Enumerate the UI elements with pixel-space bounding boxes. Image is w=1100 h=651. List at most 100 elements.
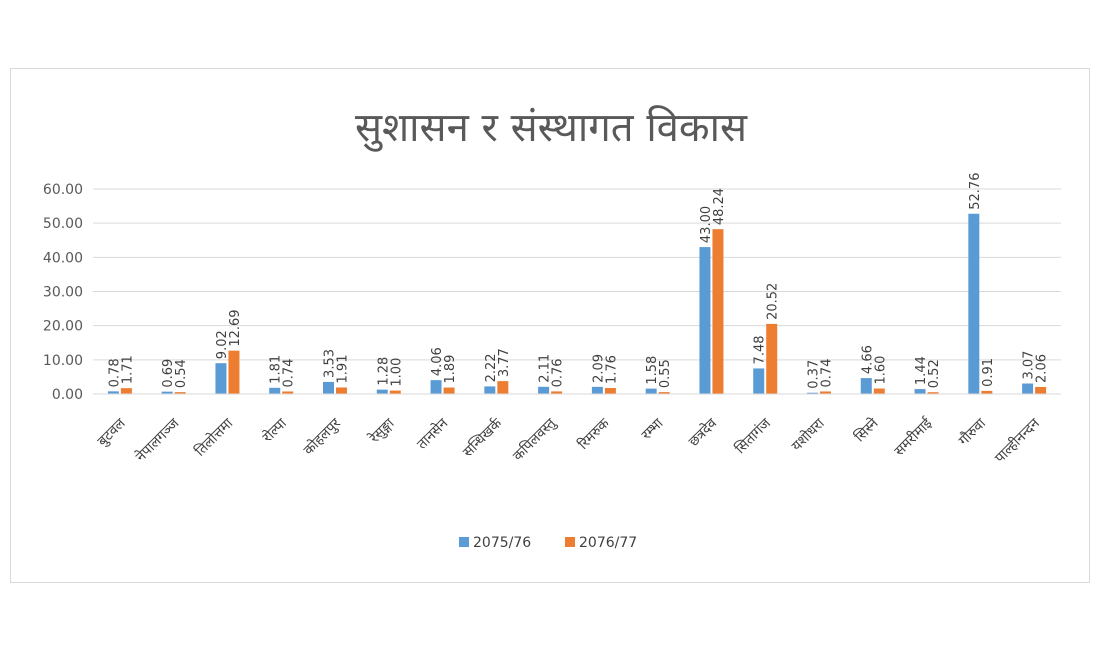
category-label: रिमरुक [575, 415, 613, 453]
data-label: 3.77 [497, 348, 512, 377]
bar-2076-77 [766, 323, 778, 394]
y-tick-label: 60.00 [43, 182, 83, 198]
data-label: 0.69 [161, 359, 176, 388]
data-label: 0.91 [981, 358, 996, 387]
bar-2075-76 [860, 378, 872, 394]
category-label: यशोधरा [788, 415, 828, 455]
bar-2075-76 [323, 381, 334, 394]
legend-swatch [565, 537, 575, 547]
category-label: सितागंज [732, 414, 775, 457]
bar-2075-76 [1022, 383, 1034, 394]
data-label: 1.28 [376, 357, 391, 386]
data-label: 12.69 [228, 309, 243, 346]
data-label: 0.37 [807, 360, 822, 389]
bar-2075-76 [591, 386, 603, 394]
bar-2075-76 [161, 391, 173, 394]
legend-swatch [459, 537, 469, 547]
data-label: 1.00 [389, 358, 404, 387]
data-label: 0.78 [107, 358, 122, 387]
y-tick-label: 20.00 [43, 319, 83, 335]
data-label: 4.06 [430, 347, 445, 376]
data-label: 1.91 [336, 355, 351, 384]
bar-2076-77 [336, 387, 347, 394]
data-label: 1.81 [269, 355, 284, 384]
bar-2076-77 [120, 388, 132, 394]
bar-2076-77 [981, 390, 993, 394]
bar-2075-76 [538, 386, 550, 394]
data-label: 1.44 [914, 356, 929, 385]
category-label: कोहलपुर [300, 415, 344, 459]
data-label: 0.54 [174, 359, 189, 388]
data-label: 7.48 [753, 335, 768, 364]
bar-2075-76 [376, 389, 388, 394]
category-label: सन्धिखर्क [459, 415, 505, 461]
data-label: 3.07 [1022, 351, 1037, 380]
bar-2075-76 [968, 213, 980, 394]
bar-2076-77 [873, 388, 885, 394]
bar-2075-76 [269, 387, 281, 394]
bar-2076-77 [1035, 386, 1047, 394]
bar-2076-77 [389, 390, 401, 394]
data-label: 52.76 [968, 173, 983, 210]
category-label: छत्रदेव [685, 415, 720, 450]
bar-2075-76 [699, 247, 711, 394]
data-label: 2.06 [1035, 354, 1050, 383]
bar-2076-77 [228, 350, 240, 394]
bar-2075-76 [215, 363, 227, 394]
bar-2075-76 [753, 368, 765, 394]
legend-label: 2075/76 [473, 535, 531, 551]
bar-2076-77 [282, 391, 294, 394]
data-label: 1.60 [873, 356, 888, 385]
bar-2076-77 [712, 229, 724, 394]
category-label: रेसुङ्गा [366, 415, 398, 447]
category-label: रोल्पा [259, 415, 290, 446]
category-label: समरीमाई [891, 414, 936, 459]
data-label: 0.52 [927, 359, 942, 388]
bar-2076-77 [443, 387, 455, 394]
category-label: सिस्ने [851, 415, 882, 446]
chart-svg: सुशासन र संस्थागत विकास 0.00 10.00 20.00 30.… [43, 105, 1061, 551]
data-label: 1.76 [604, 355, 619, 384]
data-label: 0.55 [658, 359, 673, 388]
category-label: तिलोत्तमा [191, 415, 236, 460]
data-label: 1.58 [645, 356, 660, 385]
category-label: रम्भा [639, 415, 667, 443]
bar-2076-77 [497, 381, 509, 394]
data-label: 1.89 [443, 355, 458, 384]
data-label: 48.24 [712, 188, 727, 225]
category-label: तानसेन [413, 415, 451, 453]
data-label: 0.74 [282, 359, 297, 388]
category-label: पाल्हीनन्दन [991, 415, 1043, 467]
data-label: 0.74 [820, 359, 835, 388]
category-label: नेपालगञ्ज [132, 414, 183, 465]
bar-2076-77 [927, 392, 939, 394]
bar-2075-76 [807, 392, 818, 394]
data-label: 20.52 [766, 283, 781, 320]
data-label: 9.02 [215, 330, 230, 359]
bar-2076-77 [551, 391, 563, 394]
data-label: 1.71 [120, 355, 135, 384]
y-tick-label: 40.00 [43, 250, 83, 266]
chart-frame: सुशासन र संस्थागत विकास 0.00 10.00 20.00 30.… [10, 68, 1090, 583]
y-tick-label: 50.00 [43, 216, 83, 232]
bar-2076-77 [604, 387, 616, 394]
bar-2076-77 [658, 392, 670, 394]
y-tick-label: 0.00 [52, 387, 83, 403]
bar-2075-76 [430, 380, 442, 394]
y-tick-label: 30.00 [43, 285, 83, 301]
data-label: 2.22 [484, 353, 499, 382]
data-label: 3.53 [323, 349, 338, 378]
data-label: 2.09 [591, 354, 606, 383]
bar-2076-77 [174, 392, 186, 394]
bar-2075-76 [645, 388, 657, 394]
data-label: 2.11 [538, 354, 553, 383]
category-label: गौरुवा [955, 415, 989, 449]
bar-2075-76 [107, 391, 119, 394]
legend-label: 2076/77 [579, 535, 637, 551]
bar-2075-76 [914, 389, 926, 394]
y-tick-label: 10.00 [43, 353, 83, 369]
category-label: कपिलवस्तु [509, 414, 559, 464]
chart-title: सुशासन र संस्थागत विकास [355, 105, 748, 152]
data-label: 43.00 [699, 206, 714, 243]
category-label: बुटवल [95, 415, 130, 450]
